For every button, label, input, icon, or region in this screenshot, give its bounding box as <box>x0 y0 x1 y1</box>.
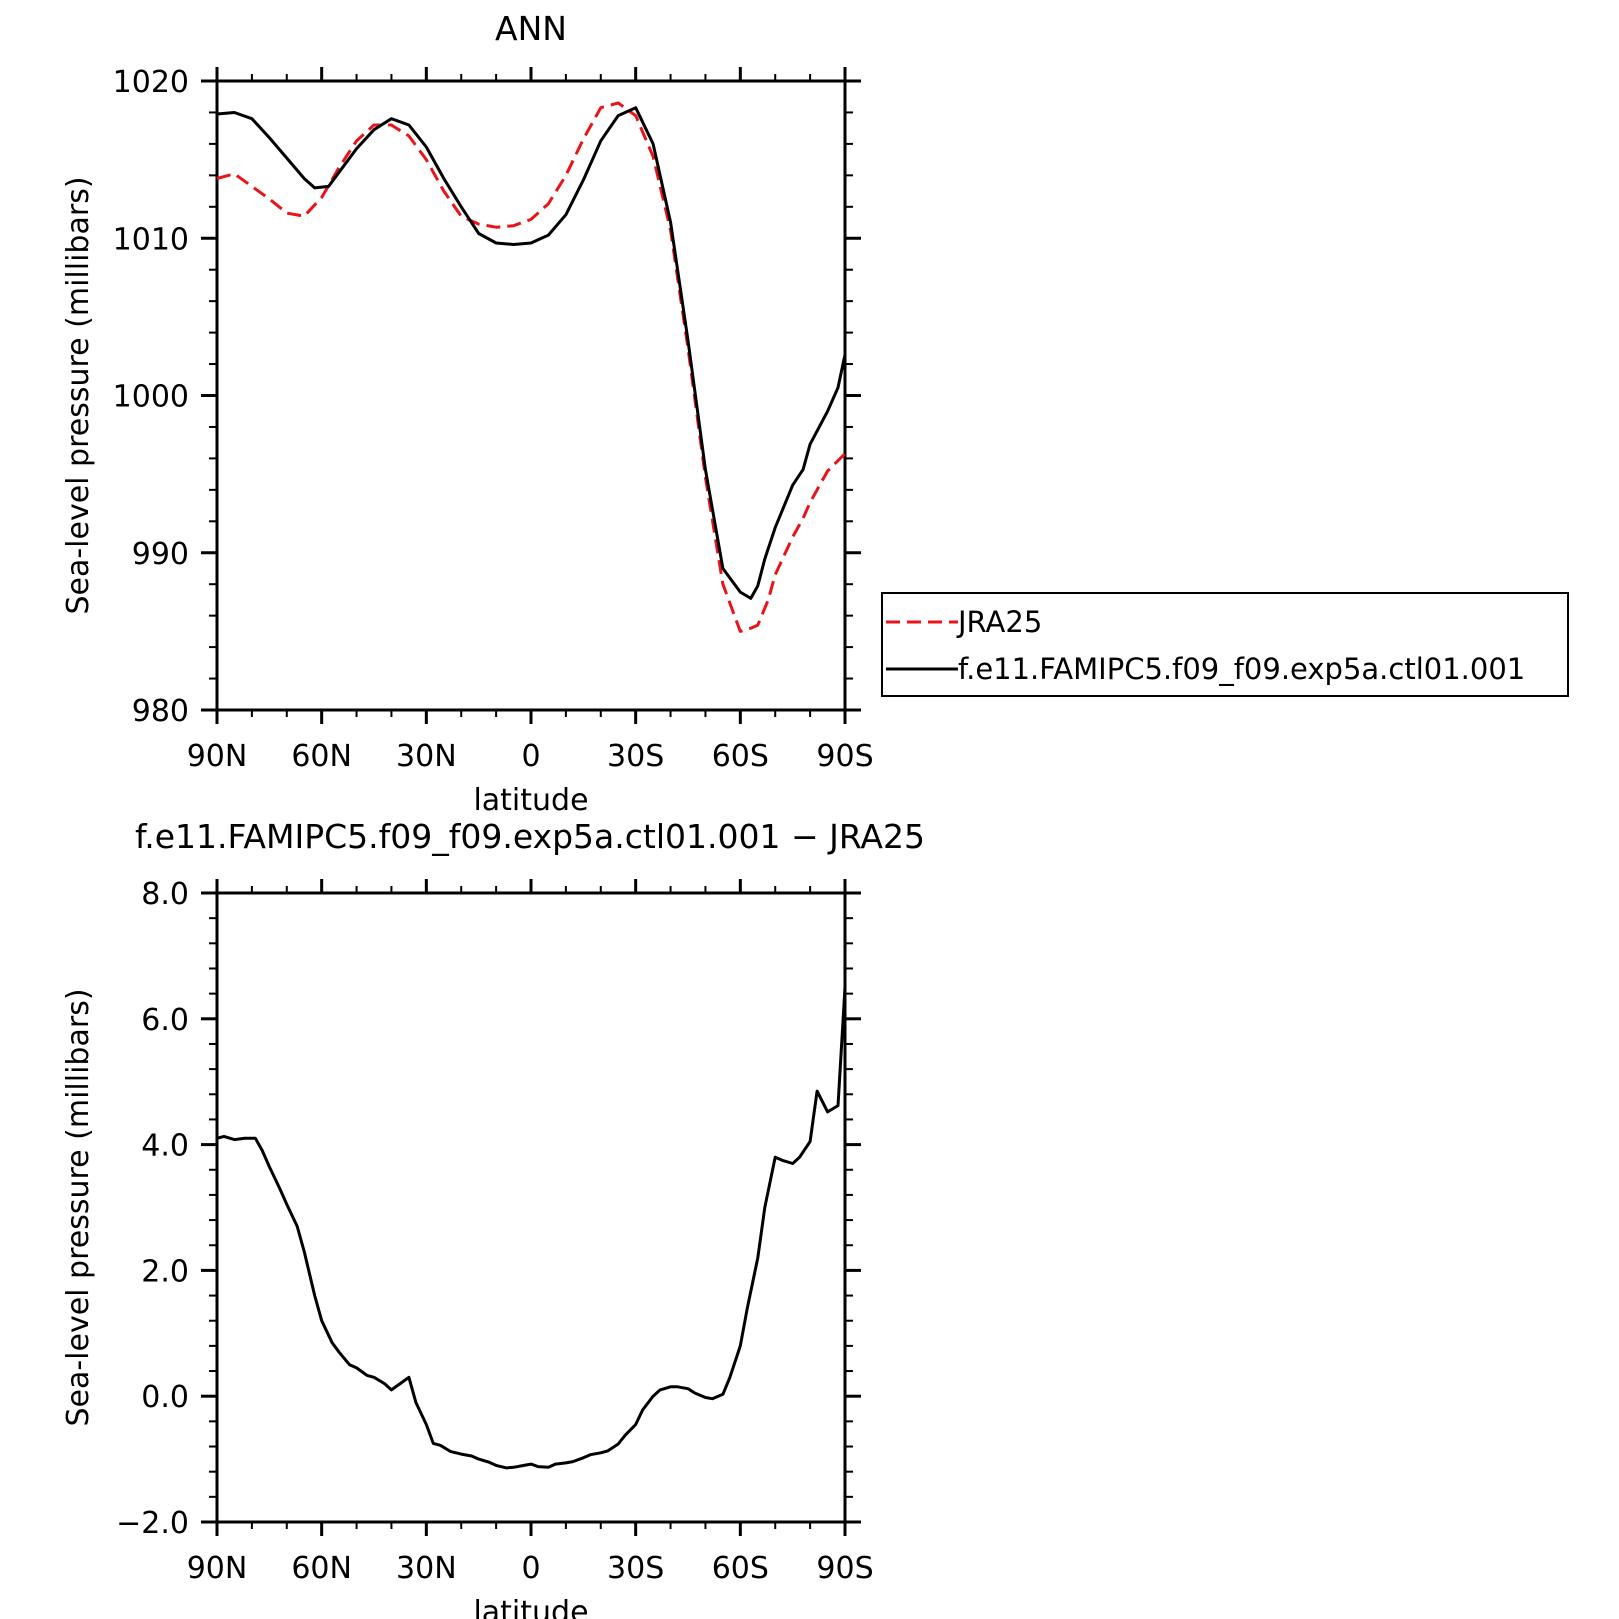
chart-panel-1: ANN 90N 60N 30N 0 30S 60S 90S 980 990 1000 1010 1020… <box>61 9 1569 818</box>
x-tick-label: 90N <box>187 739 248 774</box>
x-tick-label: 60N <box>291 1551 352 1586</box>
series-line-2 <box>216 106 847 600</box>
legend-entry: f.e11.FAMIPC5.f09_f09.exp5a.ctl01.001 <box>958 652 1525 686</box>
y-axis-label: Sea-level pressure (millibars) <box>61 176 96 614</box>
y-tick-label: −2.0 <box>116 1506 189 1541</box>
legend: JRA25 f.e11.FAMIPC5.f09_f09.exp5a.ctl01.0… <box>881 592 1569 697</box>
x-axis-label: latitude <box>473 1595 588 1619</box>
x-tick-label: 90S <box>816 739 873 774</box>
x-tick-label: 90N <box>187 1551 248 1586</box>
y-tick-label: 4.0 <box>141 1129 189 1164</box>
plot-frame <box>215 891 847 1524</box>
y-tick-label: 8.0 <box>141 877 189 912</box>
series-line-1 <box>216 101 847 633</box>
y-tick-label: 1020 <box>113 65 189 100</box>
x-tick-label: 30S <box>607 1551 664 1586</box>
y-tick-label: 980 <box>132 694 189 729</box>
chart-panel-2: f.e11.FAMIPC5.f09_f09.exp5a.ctl01.001 − … <box>61 817 925 1619</box>
plot-frame <box>215 79 847 712</box>
legend-box <box>881 592 1569 697</box>
y-tick-label: 1010 <box>113 222 189 257</box>
x-axis-label: latitude <box>473 783 588 818</box>
x-tick-label: 30N <box>396 739 457 774</box>
x-tick-label: 60S <box>712 1551 769 1586</box>
x-tick-label: 90S <box>816 1551 873 1586</box>
chart-title: f.e11.FAMIPC5.f09_f09.exp5a.ctl01.001 − … <box>135 817 925 856</box>
y-tick-label: 1000 <box>113 380 189 415</box>
series-line-1 <box>216 987 847 1470</box>
y-tick-label: 0.0 <box>141 1380 189 1415</box>
x-tick-label: 30S <box>607 739 664 774</box>
y-axis-label: Sea-level pressure (millibars) <box>61 988 96 1426</box>
y-tick-label: 6.0 <box>141 1003 189 1038</box>
x-tick-label: 60N <box>291 739 352 774</box>
chart-title: ANN <box>495 9 567 48</box>
y-tick-label: 2.0 <box>141 1254 189 1289</box>
x-tick-label: 0 <box>521 1551 540 1586</box>
y-tick-label: 990 <box>132 537 189 572</box>
legend-entry: JRA25 <box>956 605 1042 639</box>
x-tick-label: 0 <box>521 739 540 774</box>
x-tick-label: 60S <box>712 739 769 774</box>
x-tick-label: 30N <box>396 1551 457 1586</box>
